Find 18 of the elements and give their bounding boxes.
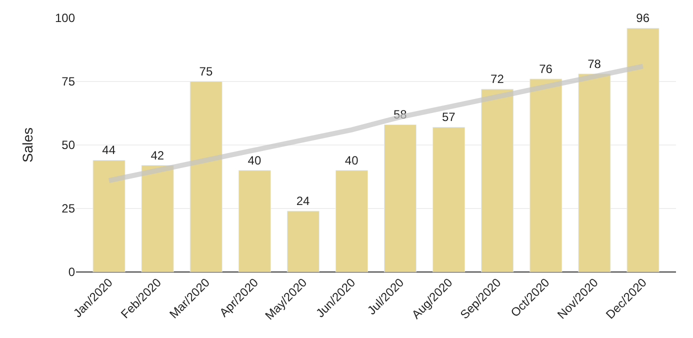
data-label: 78 bbox=[588, 56, 602, 71]
data-label: 57 bbox=[442, 110, 456, 124]
data-label: 40 bbox=[344, 153, 359, 168]
y-tick-label: 25 bbox=[62, 202, 76, 216]
data-label: 72 bbox=[490, 72, 504, 86]
data-label: 44 bbox=[102, 143, 116, 158]
data-label: 76 bbox=[539, 62, 553, 76]
data-label: 24 bbox=[296, 194, 310, 208]
data-label: 96 bbox=[636, 11, 650, 26]
y-tick-label: 50 bbox=[62, 138, 76, 152]
y-axis-title: Sales bbox=[20, 127, 36, 163]
y-tick-label: 75 bbox=[62, 74, 76, 89]
data-label: 58 bbox=[393, 108, 408, 122]
data-label: 40 bbox=[248, 153, 262, 168]
y-tick-label: 100 bbox=[54, 11, 76, 26]
data-label: 75 bbox=[199, 64, 213, 78]
data-label: 42 bbox=[150, 148, 164, 162]
y-tick-label: 0 bbox=[68, 265, 76, 280]
